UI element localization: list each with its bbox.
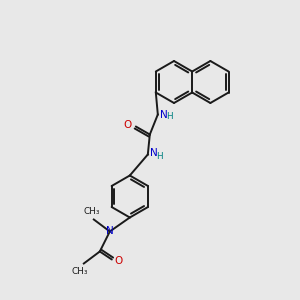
Text: H: H xyxy=(156,152,162,161)
Text: N: N xyxy=(160,110,168,119)
Text: CH₃: CH₃ xyxy=(84,206,100,215)
Text: O: O xyxy=(124,121,132,130)
Text: H: H xyxy=(166,112,172,121)
Text: CH₃: CH₃ xyxy=(72,268,88,277)
Text: O: O xyxy=(115,256,123,266)
Text: N: N xyxy=(106,226,114,236)
Text: N: N xyxy=(150,148,158,158)
